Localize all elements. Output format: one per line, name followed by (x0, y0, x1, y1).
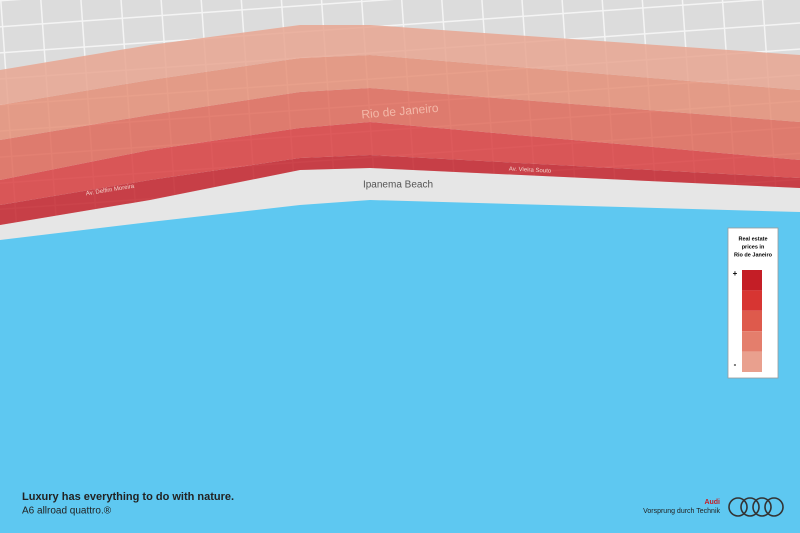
legend-low: - (734, 360, 737, 369)
audi-logo (728, 497, 784, 517)
legend-high: + (733, 269, 738, 278)
street-label: Av. Vieira Souto (509, 166, 552, 174)
legend: Real estate prices in Rio de Janeiro + - (727, 227, 779, 379)
legend-swatch (742, 310, 762, 332)
legend-title: Real estate (738, 236, 767, 242)
legend-title: prices in (742, 244, 765, 250)
headline: Luxury has everything to do with nature. (22, 491, 234, 503)
slogan: Vorsprung durch Technik (643, 508, 720, 515)
beach-label: Ipanema Beach (363, 180, 433, 191)
street-overlay (0, 25, 800, 225)
legend-swatch (742, 270, 762, 291)
legend-swatch (742, 351, 762, 372)
legend-swatch (742, 331, 762, 352)
city-grid (0, 0, 800, 70)
model: A6 allroad quattro.® (22, 506, 112, 517)
legend-title: Rio de Janeiro (734, 252, 773, 258)
brand: Audi (704, 499, 720, 506)
city-label: Rio de Janeiro (361, 101, 440, 122)
legend-swatch (742, 290, 762, 311)
